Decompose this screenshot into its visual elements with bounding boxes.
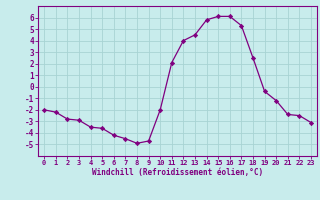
X-axis label: Windchill (Refroidissement éolien,°C): Windchill (Refroidissement éolien,°C) (92, 168, 263, 177)
